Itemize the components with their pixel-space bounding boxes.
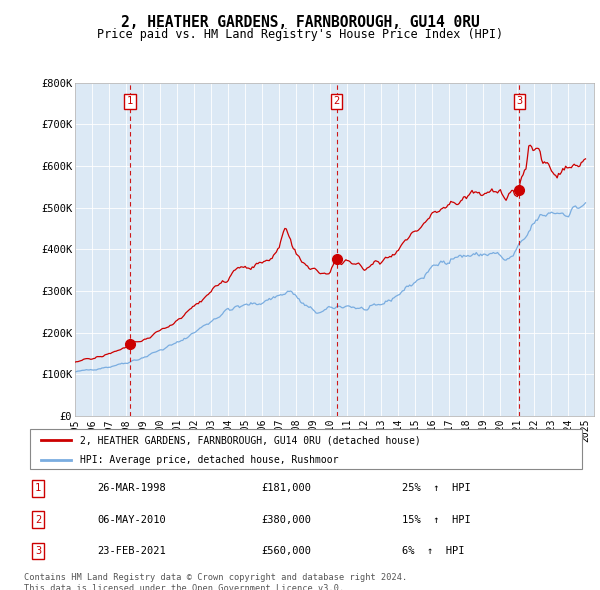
Text: 25%  ↑  HPI: 25% ↑ HPI (402, 483, 470, 493)
Text: £560,000: £560,000 (261, 546, 311, 556)
Text: 26-MAR-1998: 26-MAR-1998 (97, 483, 166, 493)
Text: Price paid vs. HM Land Registry's House Price Index (HPI): Price paid vs. HM Land Registry's House … (97, 28, 503, 41)
Text: 15%  ↑  HPI: 15% ↑ HPI (402, 514, 470, 525)
FancyBboxPatch shape (30, 429, 582, 469)
Text: 23-FEB-2021: 23-FEB-2021 (97, 546, 166, 556)
Text: Contains HM Land Registry data © Crown copyright and database right 2024.: Contains HM Land Registry data © Crown c… (24, 573, 407, 582)
Text: 1: 1 (35, 483, 41, 493)
Text: 3: 3 (35, 546, 41, 556)
Text: 2: 2 (35, 514, 41, 525)
Text: 06-MAY-2010: 06-MAY-2010 (97, 514, 166, 525)
Text: 2, HEATHER GARDENS, FARNBOROUGH, GU14 0RU (detached house): 2, HEATHER GARDENS, FARNBOROUGH, GU14 0R… (80, 435, 421, 445)
Text: 6%  ↑  HPI: 6% ↑ HPI (402, 546, 464, 556)
Text: 2, HEATHER GARDENS, FARNBOROUGH, GU14 0RU: 2, HEATHER GARDENS, FARNBOROUGH, GU14 0R… (121, 15, 479, 30)
Text: This data is licensed under the Open Government Licence v3.0.: This data is licensed under the Open Gov… (24, 584, 344, 590)
Text: 3: 3 (517, 96, 523, 106)
Text: HPI: Average price, detached house, Rushmoor: HPI: Average price, detached house, Rush… (80, 455, 338, 466)
Text: £380,000: £380,000 (261, 514, 311, 525)
Text: £181,000: £181,000 (261, 483, 311, 493)
Text: 2: 2 (334, 96, 340, 106)
Text: 1: 1 (127, 96, 133, 106)
